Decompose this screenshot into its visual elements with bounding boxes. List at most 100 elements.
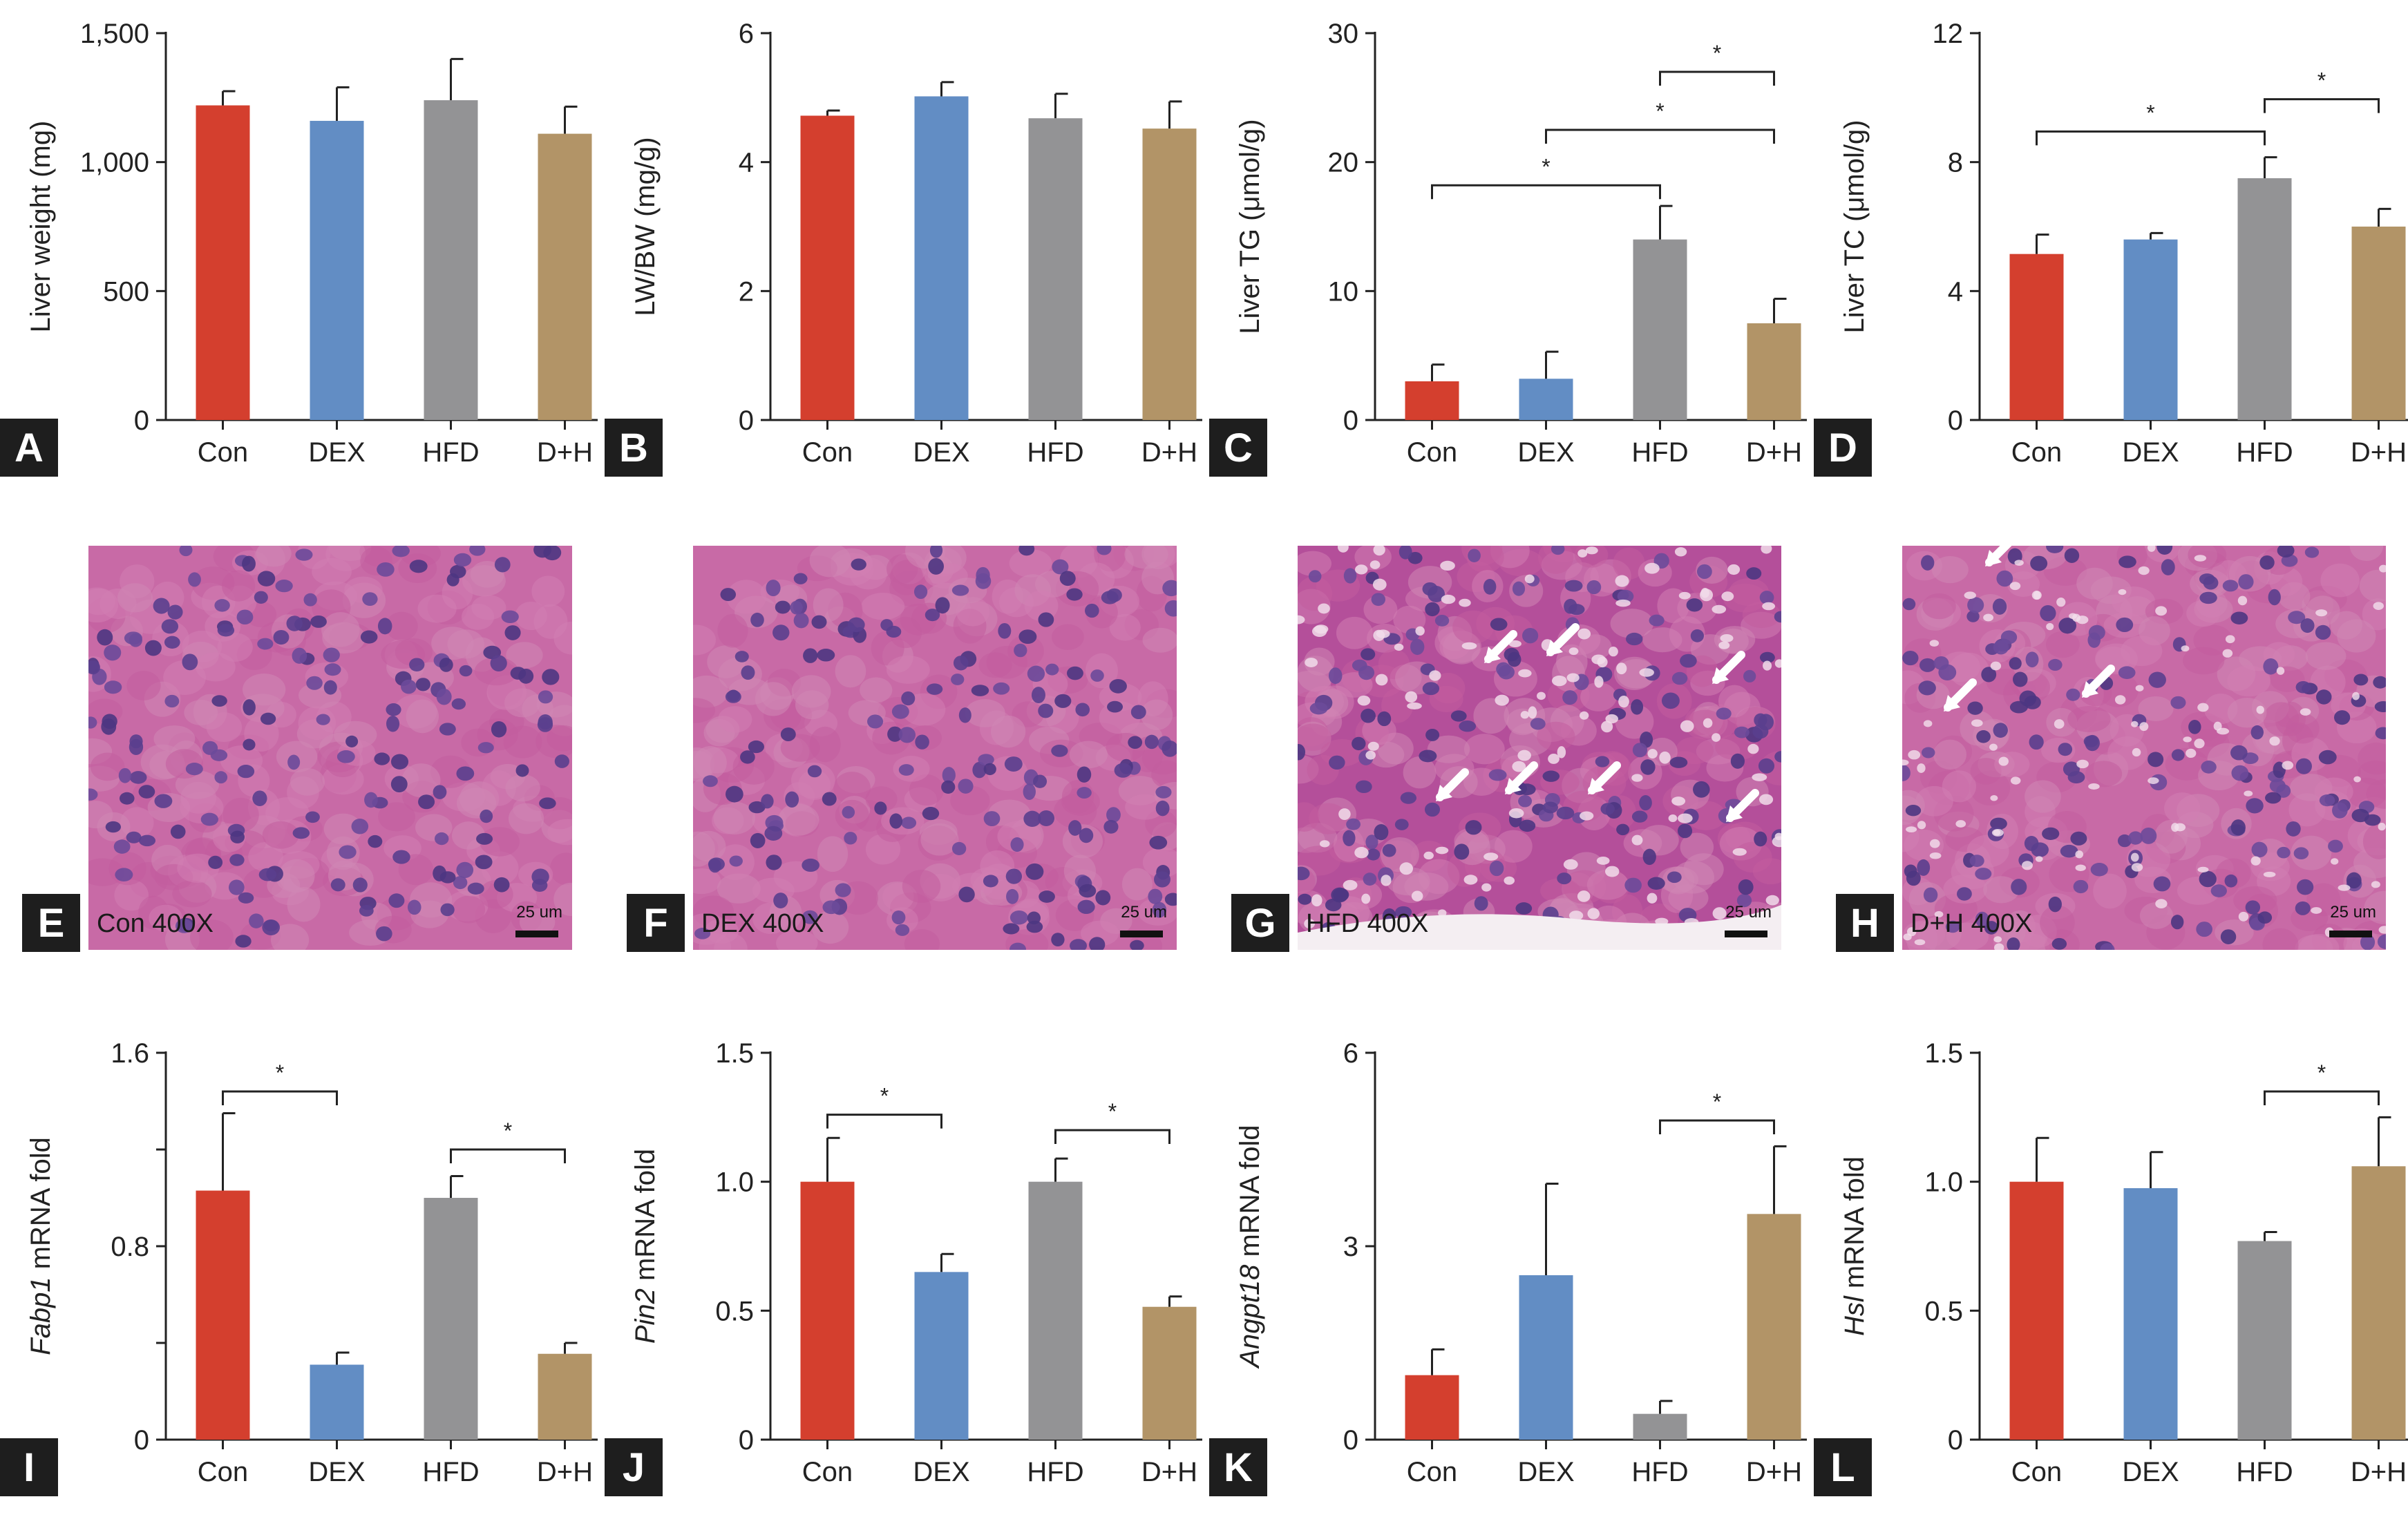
cell-nucleus <box>480 809 493 823</box>
cell-cytoplasm <box>2007 571 2040 597</box>
x-tick-label: D+H <box>537 1457 593 1487</box>
cell-cytoplasm <box>196 652 236 682</box>
cell-cytoplasm <box>809 546 851 578</box>
cell-nucleus <box>951 674 965 685</box>
lipid-vacuole <box>1718 641 1730 649</box>
cell-nucleus <box>2148 752 2164 767</box>
lipid-vacuole <box>1727 564 1741 575</box>
lipid-vacuole <box>1354 847 1369 859</box>
cell-nucleus <box>230 830 245 843</box>
cell-cytoplasm <box>1752 858 1781 885</box>
cell-nucleus <box>1025 863 1044 880</box>
micrograph-caption: HFD 400X <box>1306 909 1429 938</box>
cell-nucleus <box>1632 743 1648 758</box>
x-tick-label: DEX <box>1517 437 1574 468</box>
cell-nucleus <box>292 827 310 839</box>
cell-nucleus <box>1045 663 1059 676</box>
cell-nucleus <box>104 680 122 694</box>
lipid-vacuole <box>2130 852 2139 862</box>
lipid-vacuole <box>2131 721 2139 727</box>
lipid-vacuole <box>2114 695 2126 705</box>
cell-nucleus <box>1023 783 1036 800</box>
cell-nucleus <box>362 592 378 606</box>
x-tick-label: DEX <box>1517 1457 1574 1487</box>
cell-nucleus <box>1377 711 1392 727</box>
cell-cytoplasm <box>717 613 748 648</box>
arrow-head <box>1944 695 1960 712</box>
cell-nucleus <box>926 683 943 695</box>
cell-nucleus <box>1010 837 1024 852</box>
cell-cytoplasm <box>506 642 543 669</box>
cell-cytoplasm <box>386 611 418 641</box>
lipid-vacuole <box>2132 747 2141 757</box>
cell-nucleus <box>179 546 193 557</box>
lipid-vacuole <box>2250 856 2261 866</box>
lipid-vacuole <box>1415 626 1425 636</box>
chart-panel-A: 0 500 1,000 1,500 Liver weight (mg) Con DEX HFD… <box>0 0 598 497</box>
lipid-vacuole <box>1923 720 1933 727</box>
y-tick-label: 2 <box>739 276 754 307</box>
lipid-vacuole <box>1990 661 2002 671</box>
cell-nucleus <box>494 557 511 573</box>
cell-nucleus <box>1399 546 1412 560</box>
lipid-vacuole <box>1369 560 1381 569</box>
y-tick-label: 4 <box>739 148 754 178</box>
cell-nucleus <box>1052 559 1069 575</box>
cell-cytoplasm <box>693 624 717 656</box>
lipid-vacuole <box>2076 616 2089 624</box>
cell-cytoplasm <box>290 768 325 796</box>
cell-nucleus <box>1996 570 2013 587</box>
cell-nucleus <box>1031 687 1045 704</box>
cell-nucleus <box>1149 835 1168 850</box>
lipid-vacuole <box>2194 555 2207 562</box>
cell-cytoplasm <box>1922 593 1956 620</box>
bar-DEX <box>1519 1275 1573 1440</box>
y-tick-label: 0 <box>739 1425 754 1456</box>
lipid-vacuole <box>2352 691 2360 700</box>
cell-nucleus <box>1759 651 1775 663</box>
scale-bar <box>2329 931 2372 937</box>
tissue-svg <box>1902 546 2386 950</box>
cell-cytoplasm <box>997 821 1042 852</box>
cell-cytoplasm <box>1069 741 1108 769</box>
cell-cytoplasm <box>474 657 519 686</box>
cell-nucleus <box>802 910 818 924</box>
scale-label: 25 um <box>1725 903 1772 922</box>
cell-nucleus <box>2318 750 2337 765</box>
cell-nucleus <box>263 919 279 932</box>
cell-nucleus <box>1366 848 1381 861</box>
cell-nucleus <box>310 615 327 628</box>
y-tick-label: 6 <box>1343 1038 1358 1069</box>
lipid-vacuole <box>1537 691 1546 700</box>
cell-nucleus <box>2060 844 2078 858</box>
panel-letter: J <box>605 1438 663 1496</box>
cell-nucleus <box>1382 843 1396 857</box>
cell-nucleus <box>1298 893 1312 905</box>
cell-nucleus <box>793 573 808 584</box>
lipid-vacuole <box>2379 564 2386 573</box>
cell-cytoplasm <box>1638 825 1679 856</box>
cell-nucleus <box>2199 573 2215 585</box>
significance-label: * <box>504 1118 512 1143</box>
cell-cytoplasm <box>90 752 125 781</box>
lipid-vacuole <box>2088 783 2100 790</box>
cell-nucleus <box>2048 658 2063 671</box>
cell-nucleus <box>126 831 142 843</box>
cell-nucleus <box>898 764 914 776</box>
lipid-vacuole <box>1512 761 1526 772</box>
lipid-vacuole <box>1441 594 1456 604</box>
cell-nucleus <box>2118 555 2136 569</box>
significance-bracket <box>1545 128 1775 144</box>
cell-cytoplasm <box>395 638 433 667</box>
lipid-vacuole <box>1318 603 1330 614</box>
cell-nucleus <box>1309 702 1328 715</box>
cell-nucleus <box>490 655 507 672</box>
cell-cytoplasm <box>2291 835 2332 870</box>
cell-cytoplasm <box>889 616 922 649</box>
lipid-vacuole <box>1929 839 1940 848</box>
cell-nucleus <box>1754 713 1767 727</box>
cell-nucleus <box>1400 792 1417 804</box>
cell-cytoplasm <box>2045 631 2080 658</box>
cell-nucleus <box>2040 604 2056 622</box>
cell-cytoplasm <box>88 587 119 623</box>
